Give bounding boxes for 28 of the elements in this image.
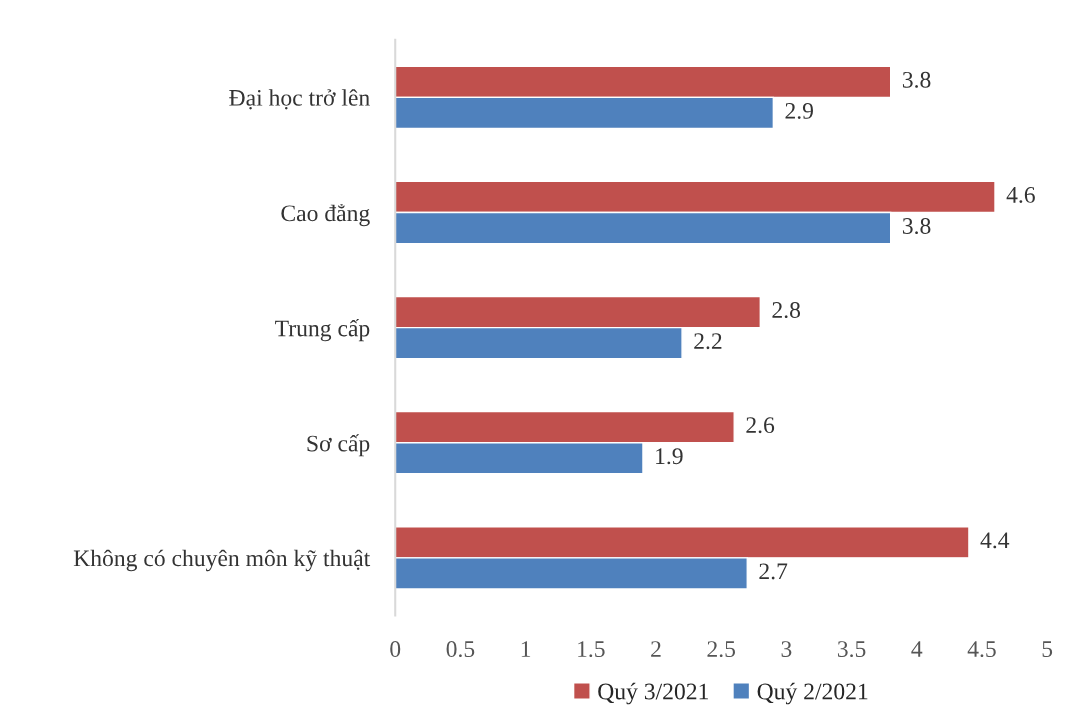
x-tick-label: 1.5 [578, 641, 605, 658]
legend-label: Quý 2/2021 [757, 682, 868, 705]
x-tick-label: 0.5 [446, 641, 475, 658]
data-label: 2.2 [694, 333, 722, 350]
legend-label: Quý 3/2021 [598, 682, 708, 705]
x-tick-label: 5 [1042, 641, 1053, 658]
y-tick-label: Sơ cấp [307, 434, 370, 457]
data-label: 2.8 [772, 302, 801, 319]
data-label: 3.8 [902, 218, 931, 235]
x-tick-label: 2 [651, 641, 661, 657]
data-label: 2.9 [785, 102, 813, 119]
x-tick-label: 2.5 [707, 641, 736, 658]
data-label: 2.7 [759, 563, 788, 580]
x-tick-label: 3.5 [837, 641, 866, 658]
y-tick-label: Không có chuyên môn kỹ thuật [73, 549, 371, 572]
x-tick-label: 4.5 [967, 641, 996, 658]
data-label: 4.6 [1006, 187, 1035, 203]
y-tick-label: Trung cấp [275, 319, 370, 342]
x-tick-label: 3 [781, 641, 792, 658]
data-label: 2.6 [746, 417, 775, 434]
x-tick-label: 1 [521, 641, 531, 657]
y-tick-label: Cao đẳng [281, 203, 370, 227]
data-label: 3.8 [902, 71, 931, 88]
x-tick-label: 0 [390, 641, 401, 658]
x-tick-label: 4 [911, 641, 923, 657]
data-label: 1.9 [656, 448, 683, 465]
y-tick-label: Đại học trở lên [229, 89, 370, 110]
data-label: 4.4 [980, 532, 1010, 549]
